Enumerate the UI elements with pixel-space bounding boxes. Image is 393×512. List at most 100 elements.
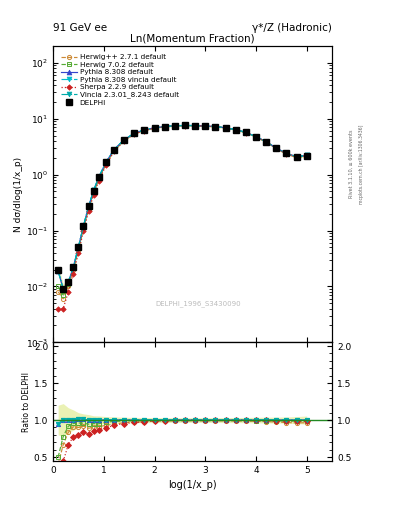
Herwig 7.0.2 default [304,153,309,159]
Vincia 2.3.01_8.243 default [91,187,96,194]
Herwig 7.0.2 default [294,154,299,160]
Vincia 2.3.01_8.243 default [284,151,289,157]
Vincia 2.3.01_8.243 default [173,123,177,129]
Pythia 8.308 default [81,223,86,229]
Pythia 8.308 default [142,127,147,133]
Pythia 8.308 default [244,130,248,136]
Herwig++ 2.7.1 default [203,123,208,129]
DELPHI [142,127,147,133]
DELPHI [104,159,109,165]
Y-axis label: Ratio to DELPHI: Ratio to DELPHI [22,372,31,432]
Line: Herwig 7.0.2 default: Herwig 7.0.2 default [56,123,309,297]
Herwig 7.0.2 default [193,123,197,129]
Herwig 7.0.2 default [96,176,101,182]
Herwig++ 2.7.1 default [193,123,197,129]
Herwig++ 2.7.1 default [104,160,109,166]
Herwig 7.0.2 default [162,123,167,130]
Pythia 8.308 vincia default [223,125,228,131]
DELPHI [152,125,157,131]
Sherpa 2.2.9 default [91,191,96,198]
Vincia 2.3.01_8.243 default [253,134,258,140]
DELPHI [304,153,309,159]
Line: Pythia 8.308 default: Pythia 8.308 default [56,123,309,291]
Sherpa 2.2.9 default [132,131,137,137]
Vincia 2.3.01_8.243 default [223,125,228,131]
Vincia 2.3.01_8.243 default [86,203,91,209]
Vincia 2.3.01_8.243 default [61,286,66,292]
Sherpa 2.2.9 default [142,127,147,134]
Sherpa 2.2.9 default [122,138,127,144]
Herwig 7.0.2 default [223,125,228,131]
Vincia 2.3.01_8.243 default [76,244,81,250]
Pythia 8.308 default [183,122,187,129]
DELPHI [112,146,116,153]
Pythia 8.308 vincia default [132,130,137,136]
Vincia 2.3.01_8.243 default [152,125,157,131]
Herwig 7.0.2 default [91,188,96,195]
Pythia 8.308 default [173,123,177,129]
Pythia 8.308 vincia default [86,203,91,209]
Herwig 7.0.2 default [61,292,66,298]
Pythia 8.308 default [61,286,66,292]
DELPHI [56,267,61,273]
DELPHI [193,122,197,129]
Herwig++ 2.7.1 default [264,139,268,145]
Legend: Herwig++ 2.7.1 default, Herwig 7.0.2 default, Pythia 8.308 default, Pythia 8.308: Herwig++ 2.7.1 default, Herwig 7.0.2 def… [59,53,180,108]
Pythia 8.308 default [132,130,137,136]
Vincia 2.3.01_8.243 default [96,174,101,180]
Herwig++ 2.7.1 default [274,145,279,152]
Herwig 7.0.2 default [66,281,71,287]
Vincia 2.3.01_8.243 default [142,127,147,133]
Herwig++ 2.7.1 default [71,267,76,273]
DELPHI [162,123,167,130]
Herwig 7.0.2 default [71,265,76,271]
Herwig++ 2.7.1 default [152,125,157,131]
Vincia 2.3.01_8.243 default [71,264,76,270]
Herwig++ 2.7.1 default [81,225,86,231]
Herwig++ 2.7.1 default [244,130,248,136]
Pythia 8.308 default [274,145,279,151]
Vincia 2.3.01_8.243 default [274,145,279,151]
Text: mcplots.cern.ch [arXiv:1306.3436]: mcplots.cern.ch [arXiv:1306.3436] [359,124,364,204]
Pythia 8.308 default [294,154,299,160]
Herwig 7.0.2 default [152,125,157,131]
Sherpa 2.2.9 default [104,161,109,167]
Herwig++ 2.7.1 default [183,123,187,129]
Sherpa 2.2.9 default [264,139,268,145]
Line: Vincia 2.3.01_8.243 default: Vincia 2.3.01_8.243 default [56,123,309,291]
Herwig 7.0.2 default [264,139,268,145]
Vincia 2.3.01_8.243 default [264,139,268,145]
Sherpa 2.2.9 default [294,154,299,160]
Sherpa 2.2.9 default [253,134,258,140]
Pythia 8.308 vincia default [213,123,218,130]
Herwig++ 2.7.1 default [56,289,61,295]
Herwig 7.0.2 default [173,123,177,129]
Herwig 7.0.2 default [76,245,81,251]
Sherpa 2.2.9 default [152,125,157,131]
Herwig 7.0.2 default [56,283,61,289]
Sherpa 2.2.9 default [183,122,187,129]
Sherpa 2.2.9 default [213,123,218,130]
Herwig 7.0.2 default [183,122,187,129]
Sherpa 2.2.9 default [284,151,289,157]
Herwig++ 2.7.1 default [162,124,167,130]
Herwig 7.0.2 default [284,151,289,157]
Herwig++ 2.7.1 default [76,247,81,253]
Vincia 2.3.01_8.243 default [66,279,71,285]
Herwig++ 2.7.1 default [223,125,228,131]
Pythia 8.308 default [122,137,127,143]
Text: DELPHI_1996_S3430090: DELPHI_1996_S3430090 [155,301,241,307]
Pythia 8.308 default [203,123,208,129]
Pythia 8.308 default [104,159,109,165]
DELPHI [96,174,101,180]
Pythia 8.308 vincia default [152,125,157,131]
Sherpa 2.2.9 default [173,123,177,129]
DELPHI [66,279,71,285]
Vincia 2.3.01_8.243 default [193,122,197,129]
Sherpa 2.2.9 default [56,306,61,312]
Herwig 7.0.2 default [86,205,91,211]
Sherpa 2.2.9 default [233,126,238,133]
Sherpa 2.2.9 default [61,306,66,312]
DELPHI [122,137,127,143]
DELPHI [203,123,208,129]
